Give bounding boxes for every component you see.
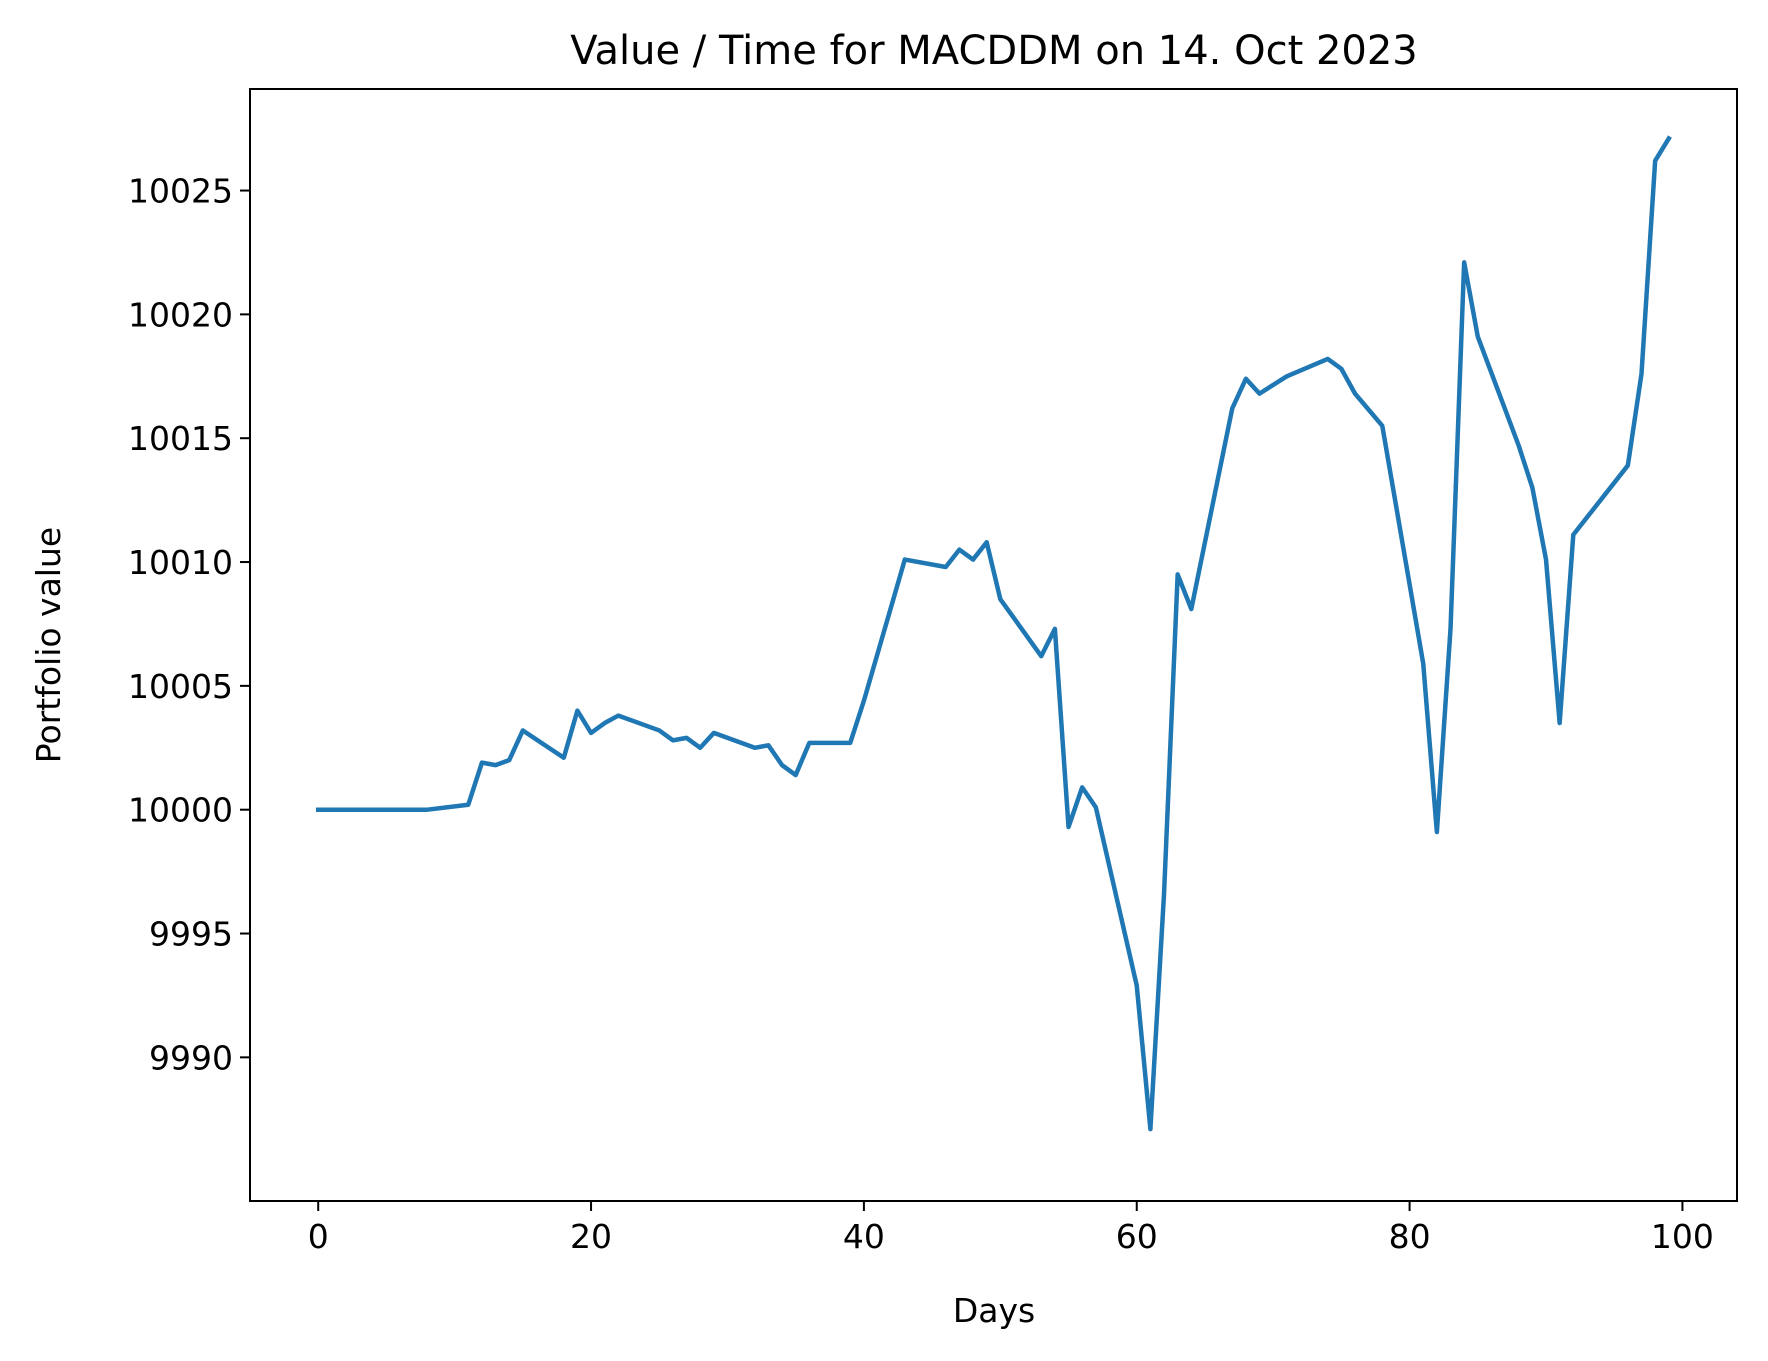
y-axis: 9990 9995 10000 10005 10010 10015 10020 10025 xyxy=(128,172,250,1077)
x-axis: 0 20 40 60 80 100 xyxy=(308,1201,1714,1256)
y-tick-label: 10015 xyxy=(128,419,233,458)
x-tick-label: 80 xyxy=(1389,1217,1431,1256)
plot-frame xyxy=(249,88,1738,1202)
y-tick-label: 9995 xyxy=(149,915,233,954)
y-tick-label: 10005 xyxy=(128,667,233,706)
x-tick-label: 0 xyxy=(308,1217,329,1256)
y-tick-label: 9990 xyxy=(149,1038,233,1077)
chart-title: Value / Time for MACDDM on 14. Oct 2023 xyxy=(570,28,1418,74)
x-tick-label: 20 xyxy=(570,1217,612,1256)
y-tick-label: 10010 xyxy=(128,543,233,582)
x-tick-label: 60 xyxy=(1116,1217,1158,1256)
y-tick-label: 10025 xyxy=(128,172,233,211)
series-line-0 xyxy=(315,135,1672,1132)
y-tick-label: 10000 xyxy=(128,791,233,830)
y-axis-label: Portfolio value xyxy=(29,527,68,763)
y-tick-label: 10020 xyxy=(128,295,233,334)
plot-area xyxy=(315,135,1672,1132)
x-tick-label: 100 xyxy=(1651,1217,1714,1256)
x-tick-label: 40 xyxy=(843,1217,885,1256)
x-axis-label: Days xyxy=(953,1291,1035,1330)
